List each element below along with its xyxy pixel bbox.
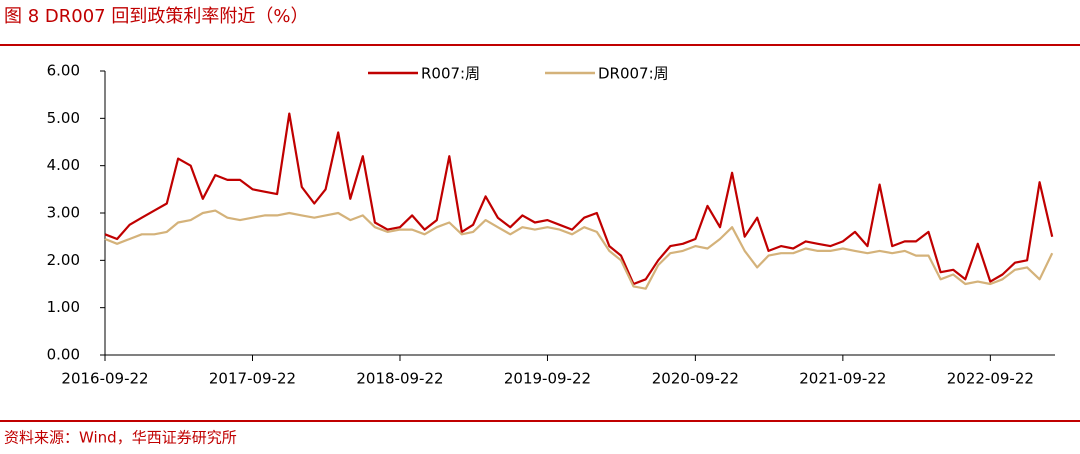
series-line <box>104 209 1054 290</box>
legend-label: R007:周 <box>421 65 480 83</box>
x-tick-label: 2020-09-22 <box>652 370 739 388</box>
y-tick-label: 0.00 <box>47 346 80 364</box>
series-line <box>104 112 1054 286</box>
y-tick-label: 4.00 <box>47 156 80 174</box>
y-tick-label: 5.00 <box>47 109 80 127</box>
legend-label: DR007:周 <box>598 65 669 83</box>
x-tick-label: 2019-09-22 <box>504 370 591 388</box>
x-tick-label: 2017-09-22 <box>209 370 296 388</box>
y-tick-label: 1.00 <box>47 298 80 316</box>
source-note: 资料来源：Wind，华西证券研究所 <box>4 429 237 447</box>
y-tick-label: 6.00 <box>47 62 80 80</box>
y-tick-label: 2.00 <box>47 251 80 269</box>
x-tick-label: 2016-09-22 <box>61 370 148 388</box>
x-tick-label: 2018-09-22 <box>356 370 443 388</box>
x-tick-label: 2022-09-22 <box>947 370 1034 388</box>
x-tick-label: 2021-09-22 <box>799 370 886 388</box>
y-tick-label: 3.00 <box>47 204 80 222</box>
chart-title: 图 8 DR007 回到政策利率附近（%） <box>4 6 308 27</box>
